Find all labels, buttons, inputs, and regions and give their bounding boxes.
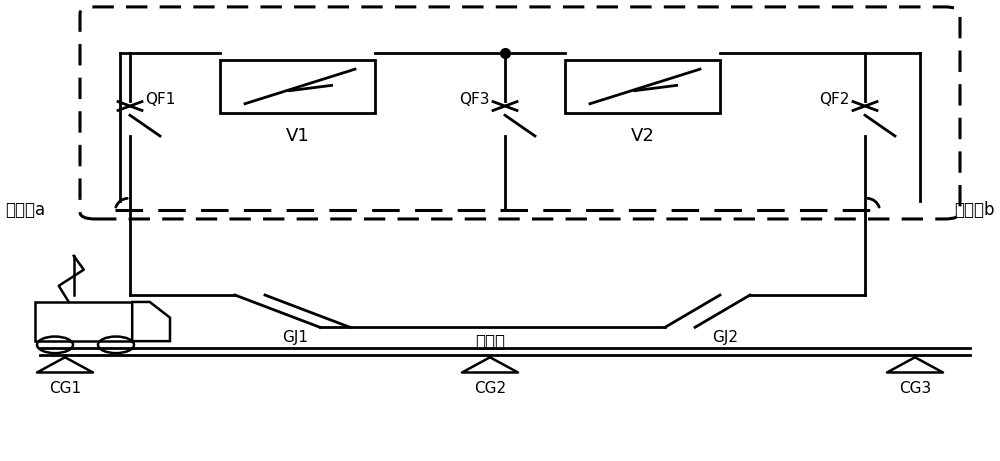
Text: CG2: CG2 [474, 381, 506, 396]
Bar [35, 302, 132, 341]
Text: 供电臂a: 供电臂a [5, 201, 45, 219]
Text: GJ2: GJ2 [712, 330, 738, 345]
Text: V1: V1 [286, 127, 309, 145]
Text: 供电臂b: 供电臂b [954, 201, 995, 219]
Bar [220, 60, 375, 113]
Text: V2: V2 [631, 127, 654, 145]
Text: QF2: QF2 [820, 92, 850, 106]
Text: 中性区: 中性区 [475, 333, 505, 351]
Text: QF3: QF3 [460, 92, 490, 106]
PathPatch shape [132, 302, 170, 341]
Text: QF1: QF1 [145, 92, 175, 106]
Text: GJ1: GJ1 [282, 330, 308, 345]
Bar [565, 60, 720, 113]
Text: CG3: CG3 [899, 381, 931, 396]
Text: CG1: CG1 [49, 381, 81, 396]
